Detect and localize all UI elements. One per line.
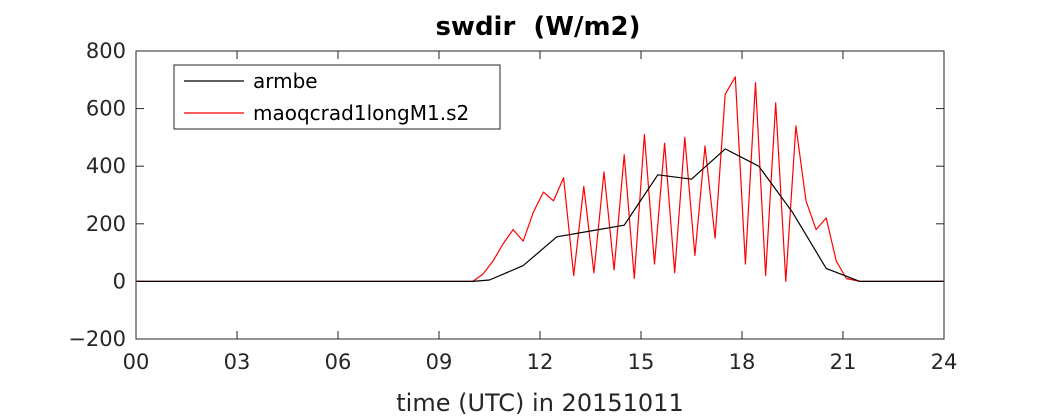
chart-title: swdir (W/m2): [435, 12, 640, 42]
legend-box: [173, 64, 501, 130]
legend-label-armbe: armbe: [253, 69, 318, 93]
x-tick-label: 09: [426, 350, 453, 374]
y-tick-label: 200: [86, 212, 126, 236]
x-axis: 00 03 06 09 12 15 18 21 24: [123, 51, 958, 374]
y-tick-label: 0: [113, 269, 126, 293]
y-tick-label: 800: [86, 39, 126, 63]
y-tick-label: 600: [86, 97, 126, 121]
x-tick-label: 15: [628, 350, 655, 374]
series-line-maoqcrad1longm1-s2: [136, 76, 944, 282]
series-line-armbe: [136, 148, 944, 282]
y-tick-label: 400: [86, 154, 126, 178]
x-axis-title: time (UTC) in 20151011: [396, 389, 683, 417]
y-axis: −200 0 200 400 600 800: [68, 39, 944, 351]
series-layer: [136, 76, 944, 282]
x-tick-label: 12: [527, 350, 554, 374]
legend-label-maoqcrad: maoqcrad1longM1.s2: [253, 101, 469, 125]
y-tick-label: −200: [68, 327, 126, 351]
x-tick-label: 24: [931, 350, 958, 374]
x-tick-label: 00: [123, 350, 150, 374]
legend: armbe maoqcrad1longM1.s2: [173, 64, 501, 130]
x-tick-label: 03: [224, 350, 251, 374]
x-tick-label: 06: [325, 350, 352, 374]
x-tick-label: 21: [830, 350, 857, 374]
x-tick-label: 18: [729, 350, 756, 374]
